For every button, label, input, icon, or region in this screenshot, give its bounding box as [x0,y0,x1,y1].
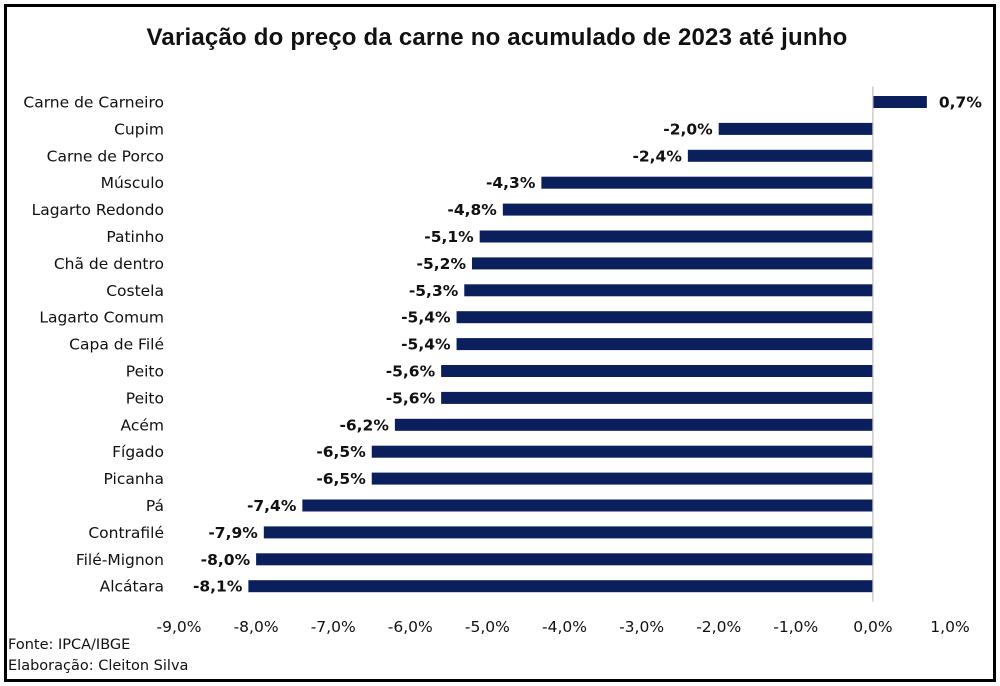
bar [687,149,873,162]
data-label: -5,4% [401,336,451,354]
category-label: Peito [126,389,164,407]
bar [263,526,873,539]
bar [394,418,873,431]
x-tick-label: -1,0% [773,618,818,636]
category-label: Carne de Carneiro [23,94,164,112]
data-label: -4,8% [447,201,497,219]
data-label: -5,6% [386,389,436,407]
data-label: -6,2% [339,416,389,434]
data-label: -5,3% [409,282,459,300]
category-label: Costela [106,282,164,300]
data-label: -5,6% [386,363,436,381]
category-labels: Carne de Carneiro Cupim Carne de Porco Músc… [23,94,164,596]
data-label: -2,0% [663,120,713,138]
category-label: Picanha [104,470,164,488]
category-label: Lagarto Comum [39,309,164,327]
x-tick-label: -3,0% [619,618,664,636]
x-tick-label: -9,0% [157,618,202,636]
data-label: -4,3% [486,174,536,192]
bar [541,176,873,189]
x-tick-label: 1,0% [930,618,969,636]
chart-title: Variação do preço da carne no acumulado … [146,24,848,51]
bar [371,472,873,485]
x-tick-label: -6,0% [388,618,433,636]
category-label: Peito [126,363,164,381]
bar [502,203,873,216]
x-tick-labels: -9,0% -8,0% -7,0% -6,0% -5,0% -4,0% -3,0% -2,0%… [157,618,970,636]
bar [248,580,873,593]
category-label: Filé-Mignon [76,551,164,569]
x-tick-label: -7,0% [311,618,356,636]
category-label: Capa de Filé [69,336,164,354]
bar [302,499,873,512]
category-label: Músculo [101,174,164,192]
data-label: -7,9% [208,524,258,542]
data-label: -6,5% [316,443,366,461]
bar [479,230,873,243]
bar [872,96,927,108]
data-label: -6,5% [316,470,366,488]
category-label: Alcátara [100,578,164,596]
bar [718,122,873,135]
bar [471,257,873,270]
category-label: Carne de Porco [47,147,164,165]
data-label: -8,0% [201,551,251,569]
category-label: Fígado [112,443,164,461]
x-tick-label: -2,0% [696,618,741,636]
category-label: Chã de dentro [54,255,164,273]
bar [371,445,873,458]
data-label: -7,4% [247,497,297,515]
bar [464,284,873,297]
data-label: -5,2% [417,255,467,273]
x-tick-label: -5,0% [465,618,510,636]
bar [441,391,873,404]
bar [456,311,873,324]
source-note: Fonte: IPCA/IBGE [8,637,131,653]
bar [456,338,873,351]
x-tick-label: -8,0% [234,618,279,636]
bar [441,365,873,377]
credit-note: Elaboração: Cleiton Silva [8,658,189,674]
data-label: -5,1% [424,228,474,246]
category-label: Cupim [114,120,164,138]
data-label: -2,4% [632,147,682,165]
category-label: Pá [146,497,164,515]
bar [256,553,873,566]
data-label: -5,4% [401,309,451,327]
category-label: Contrafilé [88,524,164,542]
category-label: Lagarto Redondo [32,201,164,219]
data-label: 0,7% [939,94,982,112]
data-label: -8,1% [193,578,243,596]
category-label: Patinho [106,228,164,246]
x-tick-label: 0,0% [853,618,892,636]
x-tick-label: -4,0% [542,618,587,636]
category-label: Acém [121,416,165,434]
data-labels: 0,7% -2,0% -2,4% -4,3% -4,8% -5,1% -5,2% -5,3% -… [193,94,982,596]
bars-layer [248,96,927,593]
